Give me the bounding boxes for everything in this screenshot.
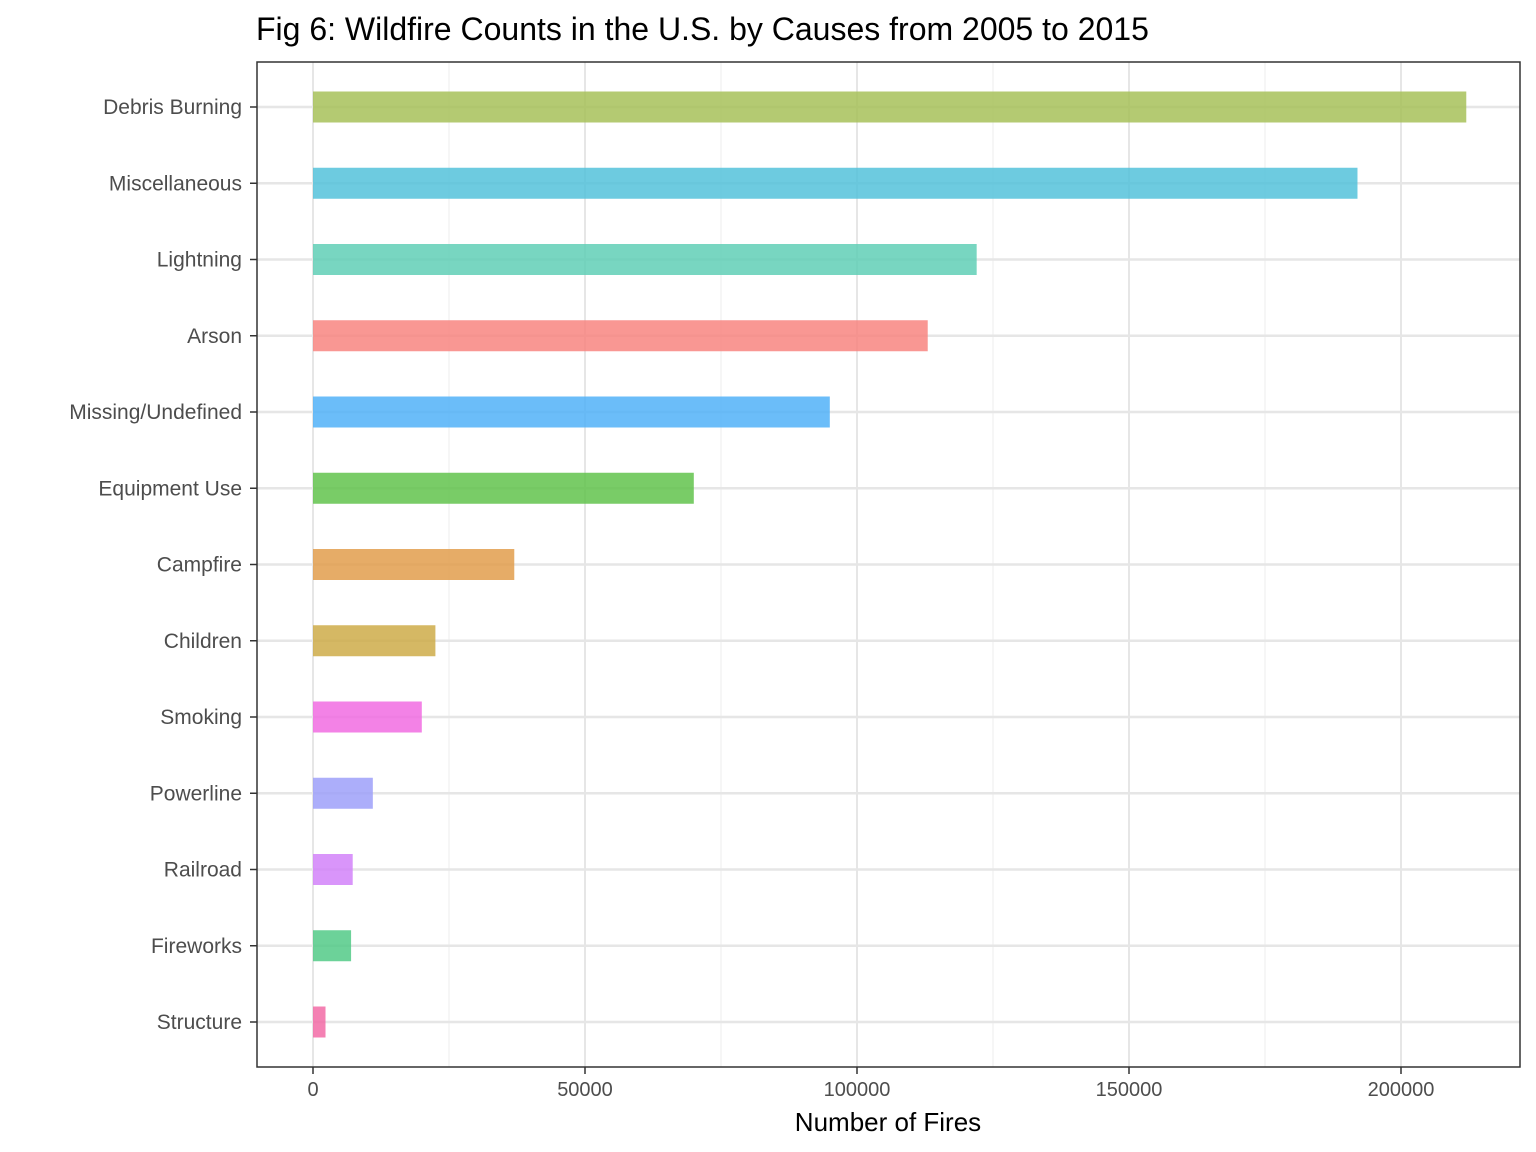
- y-tick-label: Powerline: [150, 782, 242, 805]
- bar-children: [313, 625, 436, 657]
- x-tick-label: 100000: [824, 1079, 891, 1101]
- bar-missing-undefined: [313, 396, 830, 428]
- y-tick-label: Railroad: [164, 859, 242, 882]
- bar-campfire: [313, 549, 515, 580]
- y-tick-label: Smoking: [160, 706, 242, 729]
- plot-area: Debris Burning Miscellaneous Lightning Arso…: [69, 61, 1521, 1101]
- y-tick-label: Structure: [157, 1011, 242, 1034]
- x-tick-label: 50000: [557, 1079, 613, 1101]
- bar-equipment-use: [313, 472, 694, 504]
- chart-title: Fig 6: Wildfire Counts in the U.S. by Ca…: [256, 11, 1149, 47]
- y-tick-label: Fireworks: [151, 935, 242, 958]
- bar-miscellaneous: [313, 167, 1358, 199]
- y-tick-label: Arson: [187, 325, 242, 348]
- y-tick-label: Equipment Use: [98, 477, 242, 500]
- x-axis-label: Number of Fires: [795, 1107, 981, 1137]
- bar-powerline: [313, 777, 373, 809]
- bar-structure: [313, 1006, 326, 1038]
- y-tick-label: Campfire: [157, 554, 242, 577]
- x-tick-label: 150000: [1096, 1079, 1163, 1101]
- y-tick-label: Debris Burning: [103, 96, 242, 119]
- y-tick-label: Missing/Undefined: [69, 401, 242, 424]
- bar-debris-burning: [313, 91, 1467, 123]
- bar-railroad: [313, 854, 353, 885]
- y-tick-label: Lightning: [157, 249, 242, 272]
- bar-arson: [313, 320, 928, 352]
- bar-lightning: [313, 244, 977, 275]
- x-tick-label: 200000: [1368, 1079, 1435, 1101]
- x-tick-label: 0: [307, 1079, 318, 1101]
- y-tick-label: Miscellaneous: [109, 172, 242, 195]
- bar-fireworks: [313, 930, 352, 962]
- bar-smoking: [313, 701, 422, 733]
- y-tick-label: Children: [164, 630, 242, 653]
